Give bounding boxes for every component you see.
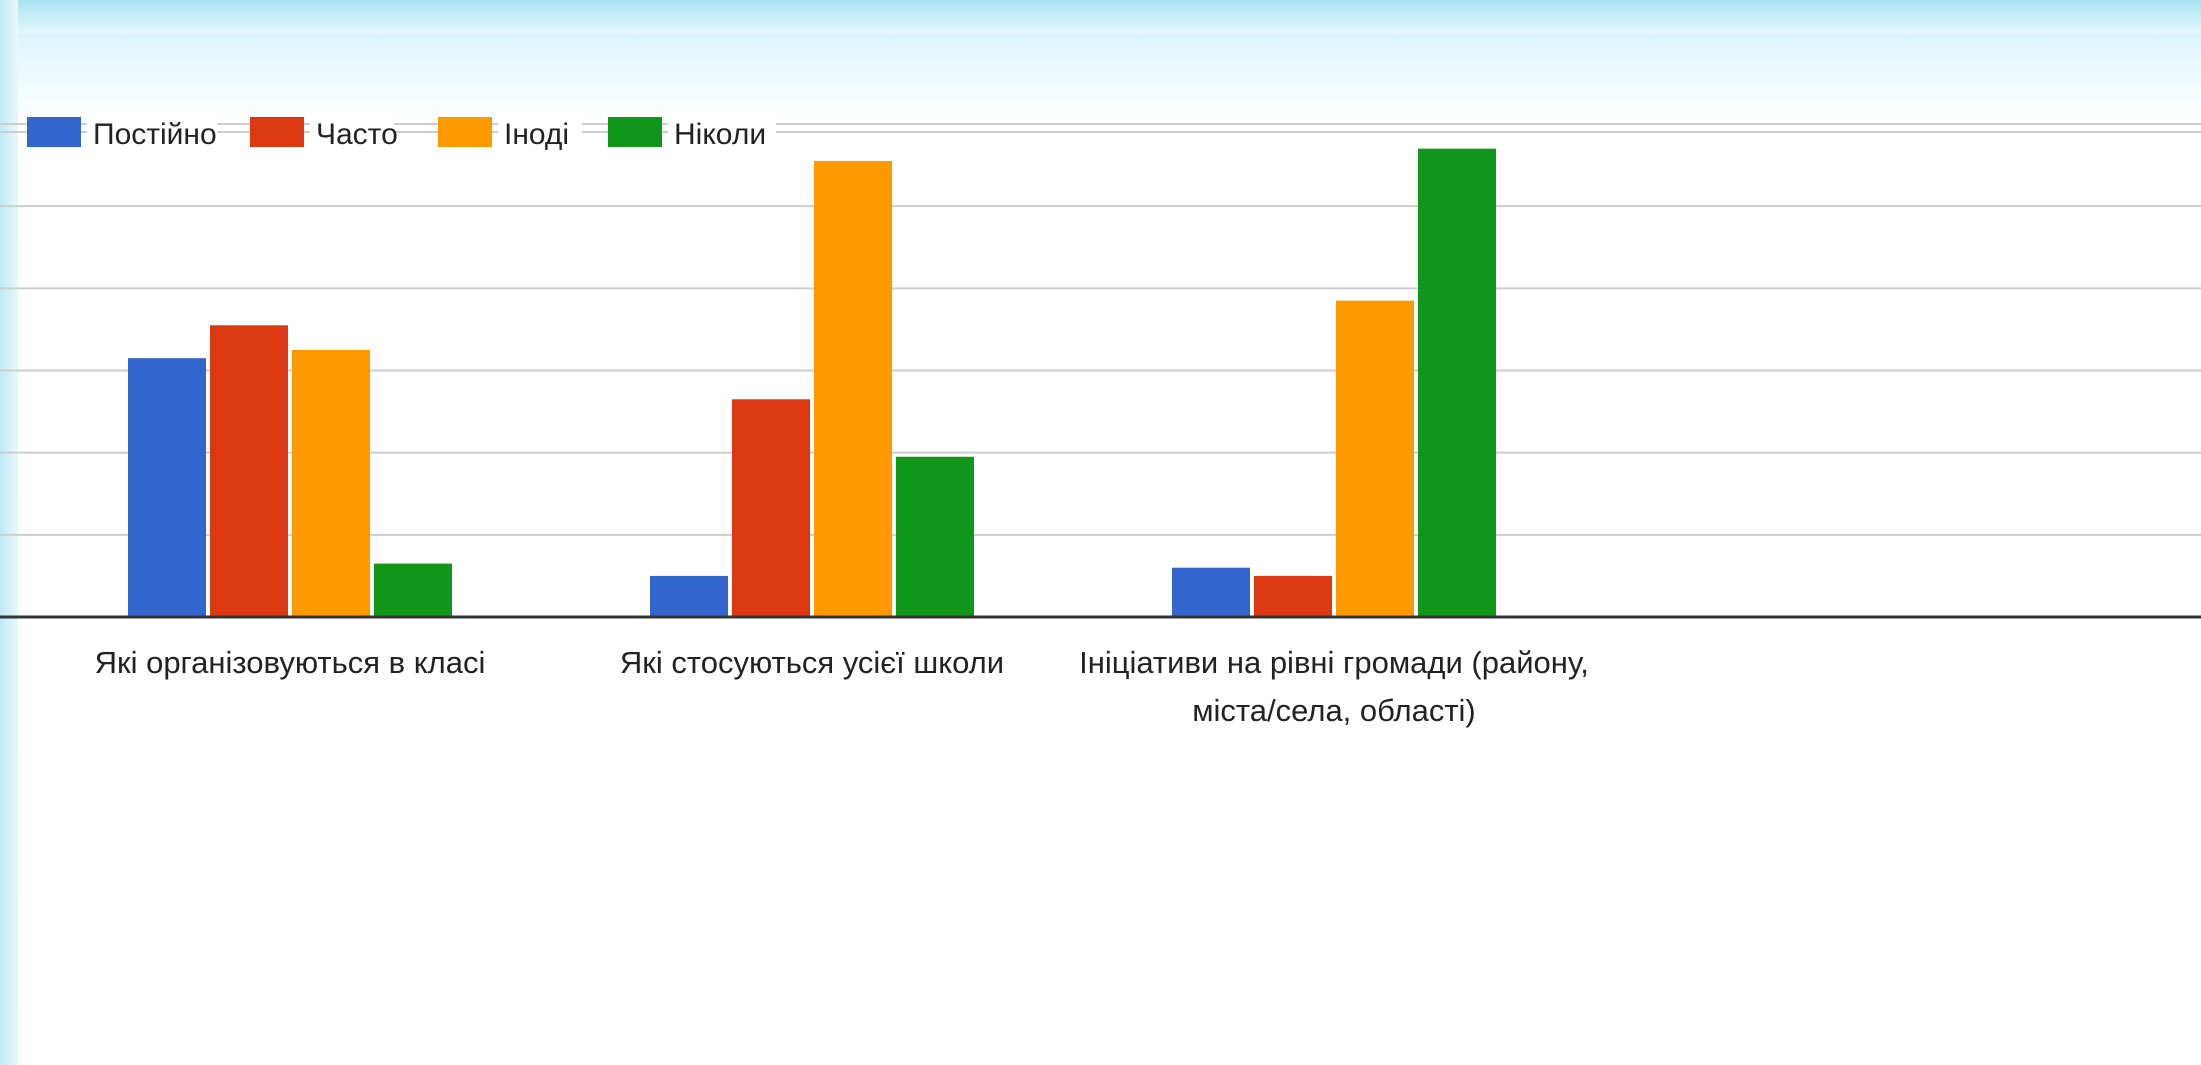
category-label: Які стосуються усієї школи	[620, 645, 1004, 680]
legend-swatch	[250, 117, 304, 147]
bar-4-3	[1418, 148, 1496, 617]
legend-label-bg	[498, 112, 582, 154]
legend-swatch	[27, 117, 81, 147]
frame-left-border	[0, 0, 18, 1065]
legend-label: Іноді	[504, 118, 569, 151]
category-labels: Які організовуються в класі Які стосуютьс…	[95, 645, 1589, 728]
legend-swatch	[608, 117, 662, 147]
bar-2-2	[732, 399, 810, 617]
legend: Постійно Часто Іноді Ніколи	[0, 112, 2201, 154]
legend-label-bg	[87, 112, 217, 154]
legend-label-bg	[668, 112, 776, 154]
bar-4-2	[896, 456, 974, 617]
legend-label: Постійно	[93, 118, 217, 151]
bar-1-2	[650, 575, 728, 617]
legend-label: Часто	[316, 118, 398, 151]
legend-label: Ніколи	[674, 118, 766, 151]
category-label: міста/села, області)	[1192, 693, 1476, 728]
legend-swatch	[438, 117, 492, 147]
bar-2-3	[1254, 575, 1332, 617]
bar-3-1	[292, 349, 370, 617]
bar-3-3	[1336, 300, 1414, 617]
bar-2-1	[210, 325, 288, 617]
bar-3-2	[814, 160, 892, 617]
bar-4-1	[374, 563, 452, 617]
bar-1-1	[128, 358, 206, 617]
frame-top-border	[0, 0, 2201, 34]
bar-1-3	[1172, 567, 1250, 617]
category-label: Ініціативи на рівні громади (району,	[1079, 645, 1589, 680]
bars	[128, 148, 1496, 617]
legend-label-bg	[310, 112, 394, 154]
category-label: Які організовуються в класі	[95, 645, 486, 680]
